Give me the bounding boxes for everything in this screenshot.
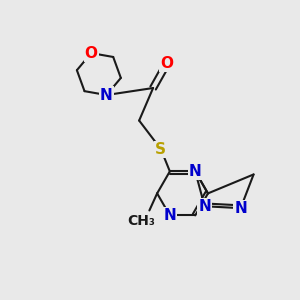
Text: N: N	[234, 201, 247, 216]
Text: N: N	[100, 88, 113, 103]
Text: N: N	[164, 208, 176, 223]
Text: N: N	[189, 164, 202, 179]
Text: S: S	[155, 142, 166, 157]
Text: O: O	[160, 56, 173, 71]
Text: N: N	[198, 199, 211, 214]
Text: CH₃: CH₃	[127, 214, 155, 228]
Text: O: O	[85, 46, 98, 61]
